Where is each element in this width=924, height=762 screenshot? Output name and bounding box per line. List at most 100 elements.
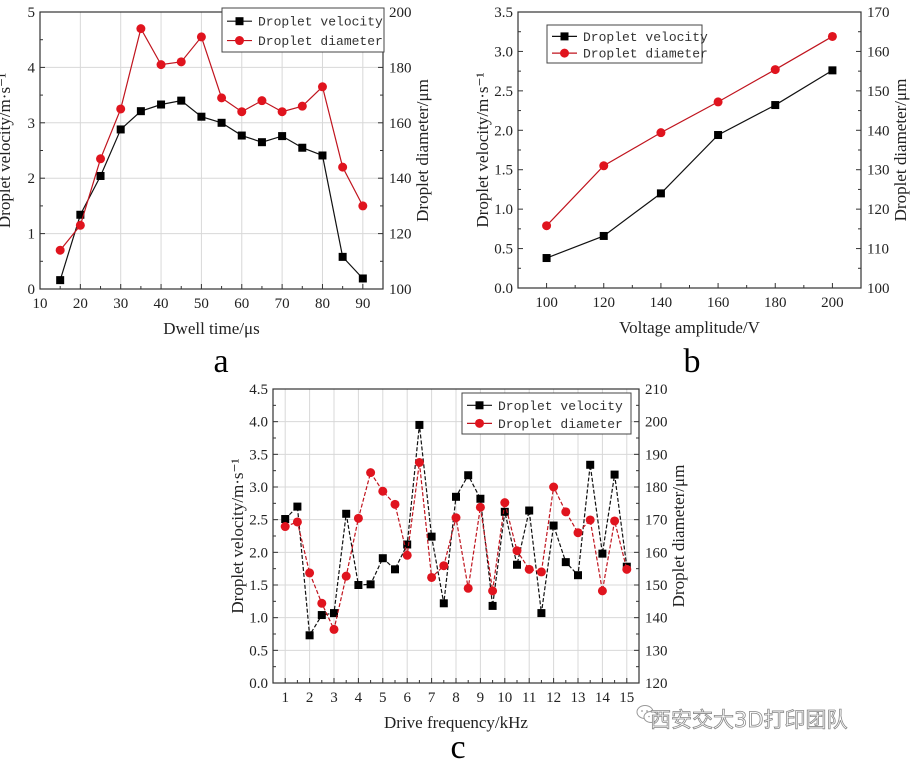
- x-tick-label: 9: [477, 690, 485, 706]
- legend-marker-circle: [560, 48, 569, 58]
- y-tick-label: 0.5: [249, 643, 268, 659]
- legend-box: [546, 24, 703, 64]
- x-tick-label: 40: [154, 296, 169, 312]
- diameter-point: [358, 201, 368, 211]
- diameter-point: [341, 571, 351, 581]
- velocity-point: [586, 460, 595, 469]
- y2-tick-label: 200: [645, 415, 668, 431]
- velocity-point: [599, 231, 608, 240]
- velocity-point: [338, 252, 347, 261]
- velocity-point: [598, 549, 607, 558]
- velocity-point: [76, 210, 85, 219]
- diameter-point: [55, 245, 65, 255]
- y-tick-label: 1.5: [249, 578, 268, 594]
- y-tick-label: 0.0: [249, 676, 268, 692]
- legend-label: Droplet diameter: [498, 417, 623, 432]
- diameter-point: [116, 104, 126, 114]
- legend: Droplet velocity Droplet diameter: [221, 7, 385, 53]
- y2-tick-label: 140: [389, 171, 412, 187]
- y-tick-label: 3.0: [249, 480, 268, 496]
- y-tick-label: 5: [28, 5, 36, 21]
- diameter-point: [176, 57, 186, 67]
- velocity-point: [561, 558, 570, 567]
- legend-marker-circle: [235, 36, 244, 46]
- y2-tick-label: 110: [867, 242, 889, 258]
- x-tick-label: 15: [619, 690, 634, 706]
- diameter-point: [217, 93, 227, 103]
- x-tick-label: 12: [546, 690, 561, 706]
- velocity-point: [217, 118, 226, 127]
- diameter-point: [338, 162, 348, 172]
- diameter-point: [257, 96, 267, 106]
- velocity-point: [56, 276, 65, 285]
- y2-tick-label: 150: [645, 578, 668, 594]
- diameter-point: [353, 513, 363, 523]
- velocity-point: [513, 560, 521, 569]
- y2-tick-label: 160: [867, 44, 890, 60]
- diameter-point: [622, 564, 632, 574]
- y2-tick-label: 180: [389, 60, 412, 76]
- x-tick-label: 50: [194, 296, 209, 312]
- legend-label: Droplet diameter: [583, 47, 708, 62]
- velocity-point: [318, 151, 327, 160]
- diameter-point: [524, 564, 534, 574]
- x-tick-label: 160: [707, 295, 730, 311]
- diameter-point: [277, 107, 287, 117]
- y-tick-label: 4.0: [249, 415, 268, 431]
- y-tick-label: 3.5: [249, 447, 268, 463]
- diameter-point: [585, 515, 595, 525]
- legend-marker-circle: [475, 418, 484, 428]
- diameter-point: [536, 567, 546, 577]
- legend-label: Droplet diameter: [258, 34, 383, 49]
- velocity-point: [391, 565, 399, 574]
- diameter-point: [280, 522, 290, 532]
- diameter-point: [96, 154, 106, 164]
- y-tick-label: 0.0: [494, 281, 513, 297]
- y2-tick-label: 170: [645, 513, 668, 529]
- chart-a: 10 20 30 40 50 60 70 80 90 0 1 2 3 4 5 100 120 140 160 180 2…: [0, 5, 432, 380]
- y2-tick-label: 120: [867, 202, 890, 218]
- velocity-point: [427, 532, 436, 541]
- watermark-text: 西安交大3D打印团队: [650, 708, 848, 733]
- y-tick-label: 1.0: [249, 611, 268, 627]
- legend-box: [221, 7, 385, 53]
- legend-label: Droplet velocity: [498, 399, 623, 414]
- diameter-point: [297, 101, 307, 111]
- velocity-point: [366, 580, 375, 589]
- velocity-point: [574, 571, 582, 580]
- diameter-point: [827, 31, 837, 41]
- velocity-line: [59, 99, 364, 281]
- diameter-point: [317, 82, 327, 92]
- y2-tick-label: 120: [389, 227, 412, 243]
- y-tick-label: 2.5: [249, 513, 268, 529]
- y-tick-label: 3.5: [494, 5, 513, 21]
- legend-label: Droplet velocity: [258, 15, 383, 30]
- diameter-point: [196, 32, 206, 42]
- x-tick-label: 7: [428, 690, 436, 706]
- velocity-point: [488, 601, 497, 610]
- x-tick-label: 2: [306, 690, 314, 706]
- velocity-point: [464, 471, 473, 480]
- legend: Droplet velocity Droplet diameter: [461, 392, 632, 435]
- chart-b: 100 120 140 160 180 200 0.0 0.5 1.0 1.5 2.0 2.5 3.0 3…: [473, 5, 910, 380]
- diameter-point: [656, 128, 666, 138]
- y-tick-label: 4: [28, 60, 36, 76]
- wechat-icon: [636, 705, 659, 723]
- diameter-point: [136, 24, 146, 34]
- velocity-point: [656, 189, 665, 198]
- velocity-point: [293, 502, 302, 511]
- y2-axis-label: Droplet diameter/μm: [891, 79, 910, 222]
- y-tick-label: 2.0: [249, 545, 268, 561]
- diameter-point: [542, 221, 552, 231]
- diameter-point: [390, 499, 400, 509]
- y-tick-label: 2.5: [494, 84, 513, 100]
- x-tick-label: 10: [497, 690, 512, 706]
- diameter-line: [546, 35, 833, 227]
- y2-tick-label: 100: [867, 281, 890, 297]
- velocity-point: [330, 609, 338, 618]
- x-tick-label: 30: [113, 296, 128, 312]
- x-tick-label: 180: [764, 295, 787, 311]
- plot-frame: [39, 11, 384, 290]
- velocity-point: [714, 131, 723, 140]
- velocity-point: [281, 515, 290, 524]
